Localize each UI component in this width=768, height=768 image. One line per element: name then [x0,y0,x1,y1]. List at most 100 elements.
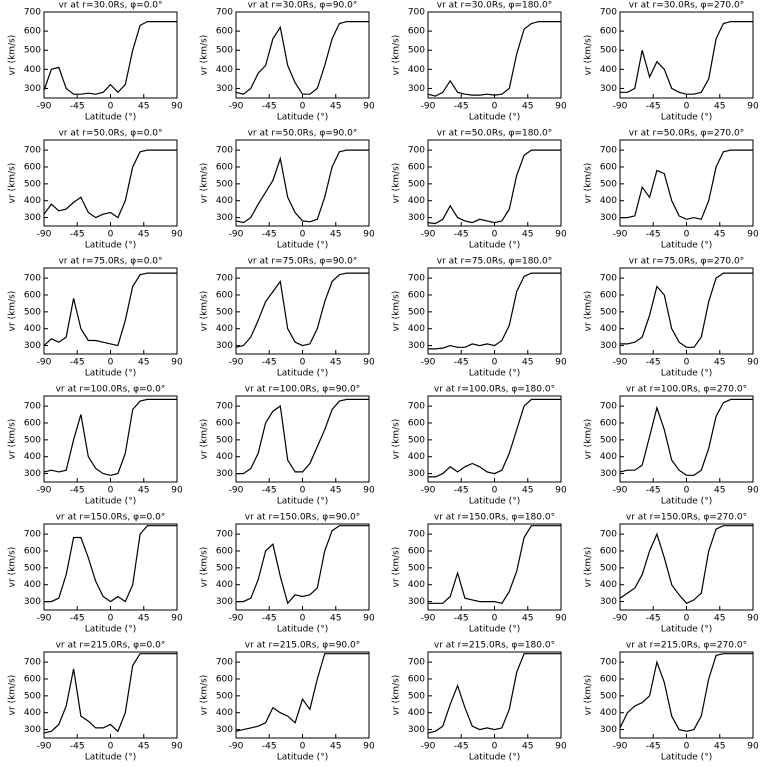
y-tick-label: 500 [24,435,41,445]
panel-title: vr at r=50.0Rs, φ=0.0° [58,129,162,139]
x-tick-label: -45 [262,102,277,112]
x-axis-label: Latitude (°) [661,241,712,251]
x-tick-label: 0 [108,102,114,112]
x-tick-label: -90 [421,358,436,368]
x-axis-label: Latitude (°) [277,241,328,251]
data-line [427,653,561,734]
x-tick-label: 90 [363,102,375,112]
y-tick-label: 700 [600,402,617,412]
y-tick-label: 400 [408,196,425,206]
x-tick-label: 0 [684,614,690,624]
plot-frame [427,267,562,355]
x-tick-label: 90 [363,358,375,368]
x-tick-label: 45 [522,230,533,240]
y-tick-label: 700 [24,530,41,540]
x-tick-label: -90 [613,614,628,624]
x-tick-label: 90 [363,614,375,624]
y-axis-label: vr (km/s) [584,35,594,76]
x-axis-label: Latitude (°) [85,241,136,251]
y-tick-label: 400 [600,452,617,462]
panel-title: vr at r=150.0Rs, φ=270.0° [626,513,747,523]
y-tick-label: 600 [600,162,617,172]
x-tick-label: 0 [300,742,306,752]
x-tick-label: 0 [492,742,498,752]
x-tick-label: 45 [714,102,725,112]
x-tick-label: 90 [555,742,567,752]
panel: vr at r=50.0Rs, φ=270.0° -90 -45 0 45 90 300 40… [584,129,759,251]
panel-title: vr at r=30.0Rs, φ=180.0° [437,1,552,11]
y-tick-label: 600 [408,418,425,428]
y-tick-label: 400 [24,580,41,590]
y-tick-label: 700 [24,146,41,156]
plot-frame [235,651,370,739]
x-tick-label: 90 [747,102,759,112]
data-line [235,21,369,95]
panel: vr at r=75.0Rs, φ=90.0° -90 -45 0 45 90 300 400… [200,257,375,379]
panel: vr at r=150.0Rs, φ=90.0° -90 -45 0 45 90 300 40… [200,513,375,635]
y-tick-label: 300 [408,341,425,351]
plot-frame [427,523,562,611]
y-tick-label: 300 [600,597,617,607]
x-tick-label: -90 [229,358,244,368]
y-tick-label: 700 [600,658,617,668]
y-axis-label: vr (km/s) [8,547,18,588]
y-axis-label: vr (km/s) [8,35,18,76]
y-tick-label: 300 [24,341,41,351]
x-tick-label: -45 [262,358,277,368]
y-axis-label: vr (km/s) [392,675,402,716]
y-tick-label: 500 [216,46,233,56]
y-tick-label: 600 [216,674,233,684]
y-tick-label: 600 [24,290,41,300]
y-tick-label: 700 [600,8,617,18]
y-tick-label: 500 [24,46,41,56]
x-tick-label: 0 [300,614,306,624]
y-tick-label: 700 [24,274,41,284]
y-tick-label: 400 [408,580,425,590]
panel: vr at r=30.0Rs, φ=0.0° -90 -45 0 45 90 300 400 5… [8,1,183,123]
y-axis-label: vr (km/s) [200,419,210,460]
data-line [428,398,561,478]
data-line [428,272,561,350]
y-tick-label: 500 [408,435,425,445]
plot-frame [235,267,370,355]
y-tick-label: 500 [600,563,617,573]
y-tick-label: 400 [216,452,233,462]
y-tick-label: 500 [600,307,617,317]
panel: vr at r=215.0Rs, φ=180.0° -90 -45 0 45 90 300 4… [392,641,567,763]
x-tick-label: -90 [37,358,52,368]
x-axis-label: Latitude (°) [85,497,136,507]
data-line [620,149,753,220]
y-axis-label: vr (km/s) [392,291,402,332]
x-tick-label: 45 [522,486,533,496]
x-tick-label: 0 [684,486,690,496]
x-tick-label: 0 [492,614,498,624]
plot-frame [235,139,370,227]
x-tick-label: -90 [613,358,628,368]
panel-title: vr at r=215.0Rs, φ=180.0° [434,641,555,651]
plot-frame [235,11,370,99]
y-tick-label: 700 [216,658,233,668]
y-tick-label: 600 [24,27,41,37]
panel: vr at r=75.0Rs, φ=0.0° -90 -45 0 45 90 300 400 5… [8,257,183,379]
x-tick-label: -45 [70,230,85,240]
y-tick-label: 700 [408,274,425,284]
y-tick-label: 700 [216,402,233,412]
panel: vr at r=100.0Rs, φ=180.0° -90 -45 0 45 90 300 4… [392,385,567,507]
panel: vr at r=75.0Rs, φ=180.0° -90 -45 0 45 90 300 40… [392,257,567,379]
x-tick-label: -45 [262,742,277,752]
x-tick-label: 90 [747,358,759,368]
y-tick-label: 300 [600,725,617,735]
y-tick-label: 400 [408,324,425,334]
y-tick-label: 500 [24,307,41,317]
y-tick-label: 600 [600,418,617,428]
y-tick-label: 300 [408,469,425,479]
plot-frame [43,267,178,355]
x-tick-label: 45 [522,742,533,752]
plot-frame [427,139,562,227]
x-tick-label: 90 [363,742,375,752]
y-tick-label: 400 [216,196,233,206]
y-tick-label: 300 [216,84,233,94]
plot-frame [619,523,754,611]
x-tick-label: -90 [421,614,436,624]
